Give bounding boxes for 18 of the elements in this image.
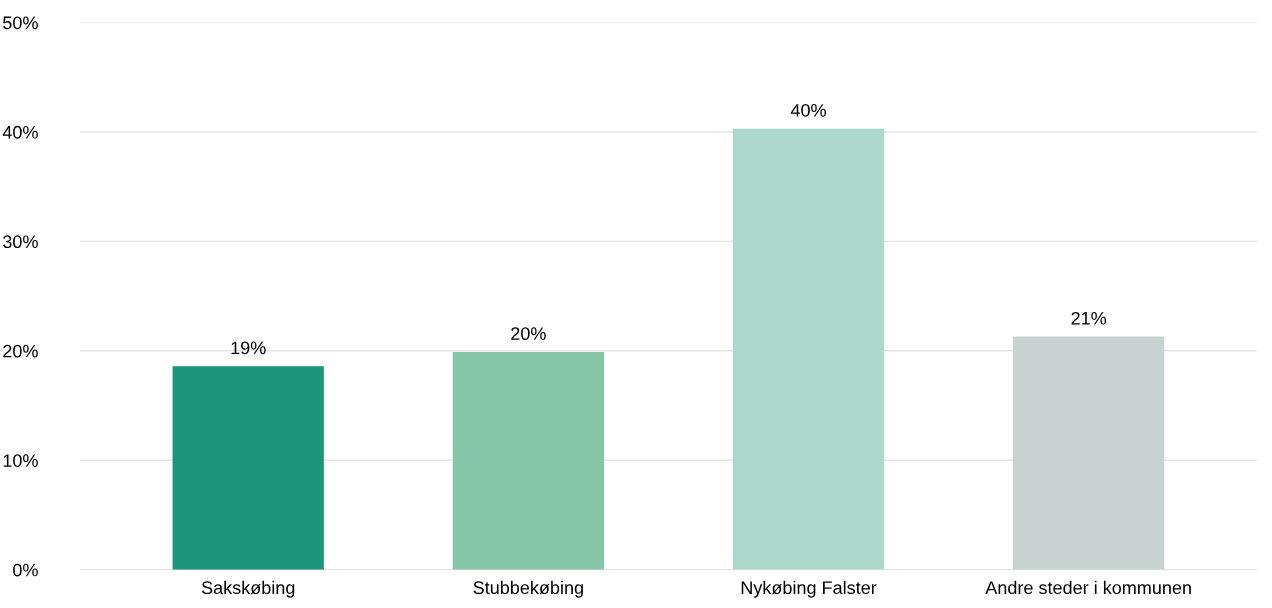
- y-tick-label: 20%: [3, 344, 38, 358]
- x-tick-label: Stubbekøbing: [473, 580, 583, 598]
- data-label: 19%: [231, 341, 266, 355]
- data-label: 21%: [1071, 311, 1107, 325]
- x-tick-label: Nykøbing Falster: [741, 580, 877, 598]
- y-tick-label: 0%: [13, 563, 38, 577]
- bar: [1013, 336, 1165, 570]
- y-tick-label: 10%: [3, 454, 38, 467]
- x-tick-label: Sakskøbing: [201, 580, 295, 598]
- y-tick-label: 40%: [2, 125, 38, 139]
- y-tick-label: 50%: [3, 16, 38, 30]
- bar: [172, 366, 324, 570]
- y-tick-label: 30%: [3, 235, 38, 249]
- bar: [452, 351, 604, 570]
- data-label: 40%: [790, 103, 826, 117]
- bar: [732, 128, 885, 570]
- x-tick-label: Andre steder i kommunen: [985, 580, 1191, 595]
- data-label: 20%: [511, 327, 546, 341]
